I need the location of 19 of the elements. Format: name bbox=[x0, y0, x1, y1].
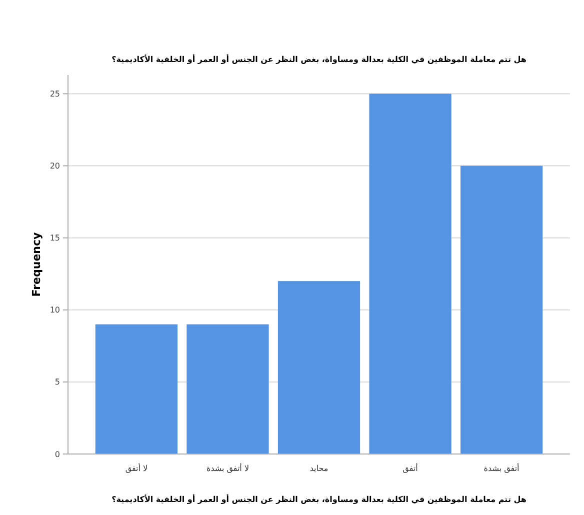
y-tick-label: 25 bbox=[50, 90, 60, 99]
bar bbox=[186, 324, 269, 454]
x-axis-title: هل تتم معاملة الموظفين في الكلية بعدالة ومساواة، بغض النظر عن الجنس أو العمر أو الخلفية الأكاديمية؟ bbox=[112, 494, 527, 504]
y-axis-title: Frequency bbox=[30, 232, 43, 297]
bar bbox=[95, 324, 178, 454]
bar bbox=[278, 281, 360, 454]
bar bbox=[460, 166, 543, 454]
x-tick-label: أتفق بشدة bbox=[484, 463, 520, 473]
y-tick-label: 0 bbox=[54, 450, 60, 459]
bar bbox=[369, 94, 452, 454]
y-tick-label: 10 bbox=[50, 306, 60, 315]
x-tick-label: لا أتفق بشدة bbox=[206, 463, 250, 473]
x-tick-label: محايد bbox=[310, 464, 328, 473]
x-tick-label: لا أتفق bbox=[125, 463, 148, 473]
y-tick-label: 20 bbox=[50, 162, 60, 171]
chart-title: هل تتم معاملة الموظفين في الكلية بعدالة ومساواة، بغض النظر عن الجنس أو العمر أو الخلفية الأكاديمية؟ bbox=[112, 54, 527, 64]
y-tick-label: 15 bbox=[50, 234, 60, 243]
y-tick-label: 5 bbox=[54, 378, 60, 387]
x-tick-label: أتفق bbox=[402, 463, 418, 473]
